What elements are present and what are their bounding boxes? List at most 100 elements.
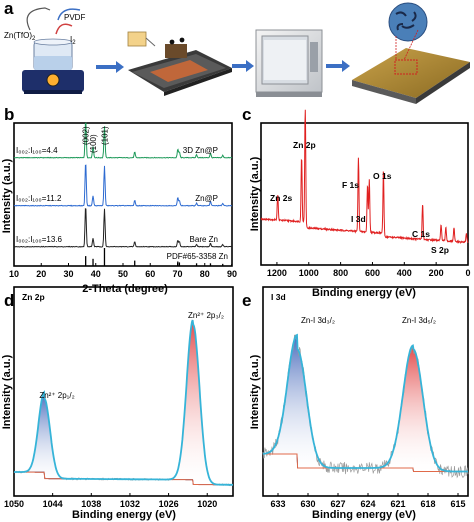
ratio-label: I₀₀₂:I₁₀₀=11.2: [16, 194, 62, 203]
series-label: Zn@P: [195, 194, 218, 203]
e-tick-label: 633: [270, 499, 285, 509]
b-tick-label: 60: [145, 269, 155, 279]
schematic: Zn(TfO)2 PVDF I2: [4, 2, 470, 104]
coated-zn-anode: [352, 2, 470, 104]
x-axis-label-b: 2-Theta (degree): [82, 283, 168, 295]
panel-label-b: b: [4, 105, 14, 124]
b-tick-label: 50: [118, 269, 128, 279]
drying-oven: [255, 29, 323, 97]
series-label: Bare Zn: [190, 235, 218, 244]
peak-annotation: O 1s: [373, 171, 392, 181]
peak-annotation: Zn 2p: [293, 140, 316, 150]
peak-component: [262, 334, 468, 472]
series-label: PDF#65-3358 Zn: [167, 252, 228, 261]
peak-label: Zn²⁺ 2p₁/₂: [39, 391, 74, 400]
panel-label-e: e: [242, 291, 251, 310]
peak-label: (101): [100, 126, 109, 145]
b-tick-label: 70: [172, 269, 182, 279]
fit-envelope: [262, 333, 468, 473]
panel-label-c: c: [242, 105, 251, 124]
annotations-c: Zn 2p Zn 2s F 1s O 1s I 3d C 1sS 2p: [270, 140, 449, 255]
ratio-label: I₀₀₂:I₁₀₀=13.6: [16, 235, 63, 244]
chart-c: 1200 1000 800 600 400 200 0 Zn 2p Zn 2s F 1s O 1s…: [249, 109, 471, 299]
y-axis-label-c: Intensity (a.u.): [249, 156, 261, 231]
x-axis-label-e: Binding energy (eV): [312, 509, 416, 521]
peak-annotation: I 3d: [351, 214, 366, 224]
peak-label: (100): [89, 134, 98, 153]
xrd-line-1: [13, 122, 233, 159]
d-tick-label: 1026: [159, 499, 179, 509]
chart-title-e: I 3d: [271, 292, 286, 302]
d-tick-label: 1044: [43, 499, 63, 509]
c-tick-label: 800: [333, 268, 348, 278]
c-tick-label: 600: [365, 268, 380, 278]
c-tick-label: 400: [397, 268, 412, 278]
y-axis-label-e: Intensity (a.u.): [249, 354, 261, 429]
pvdf-label: PVDF: [64, 13, 85, 22]
annotations-e: Zn-I 3d₃/₂ Zn-I 3d₅/₂: [301, 316, 436, 325]
e-tick-label: 630: [300, 499, 315, 509]
panel-label-a: a: [4, 0, 14, 18]
d-tick-label: 1038: [81, 499, 101, 509]
e-tick-label: 621: [390, 499, 405, 509]
d-tick-label: 1050: [4, 499, 24, 509]
plot-frame-c: [260, 122, 469, 266]
series-group-d: [13, 319, 234, 487]
d-tick-label: 1020: [197, 499, 217, 509]
series-group-b: [13, 122, 233, 266]
peak-annotation: F 1s: [342, 180, 359, 190]
x-ticks-c: 1200 1000 800 600 400 200 0: [267, 262, 471, 278]
process-arrow: [326, 60, 350, 72]
panel-label-d: d: [4, 291, 14, 310]
b-tick-label: 30: [63, 269, 73, 279]
annotations-b: I₀₀₂:I₁₀₀=4.4 3D Zn@P I₀₀₂:I₁₀₀=11.2 Zn@P I₀…: [16, 126, 228, 261]
peak-label: Zn-I 3d₃/₂: [301, 316, 335, 325]
annotations-d: Zn²⁺ 2p₁/₂ Zn²⁺ 2p₃/₂: [39, 311, 224, 400]
x-ticks-e: 633 630 627 624 621 618 615: [270, 493, 466, 509]
xrd-line-3: [13, 208, 233, 248]
peak-label: Zn-I 3d₅/₂: [402, 316, 436, 325]
e-tick-label: 618: [420, 499, 435, 509]
doctor-blade-coater: [127, 31, 232, 96]
zn-tfo-label: Zn(TfO)2: [4, 31, 36, 42]
e-tick-label: 627: [330, 499, 345, 509]
b-tick-label: 20: [36, 269, 46, 279]
b-tick-label: 10: [9, 269, 19, 279]
c-tick-label: 200: [429, 268, 444, 278]
stirrer-setup: [22, 7, 84, 94]
e-tick-label: 615: [450, 499, 465, 509]
plot-frame-d: [13, 286, 234, 497]
chart-d: Zn 2p 1050 1044 1038 1032 1026 1020 Zn²⁺ 2p₁/…: [1, 286, 234, 521]
process-arrow: [232, 60, 254, 72]
b-tick-label: 90: [227, 269, 237, 279]
series-label: 3D Zn@P: [183, 146, 218, 155]
x-axis-label-d: Binding energy (eV): [72, 509, 176, 521]
peak-label: Zn²⁺ 2p₃/₂: [188, 311, 224, 320]
c-tick-label: 0: [465, 268, 470, 278]
series-group-c: [260, 109, 469, 245]
chart-e: I 3d 633 630 627 624 621 618 615 Zn-I 3d₃/₂ Zn-…: [249, 286, 469, 521]
y-axis-label-d: Intensity (a.u.): [1, 354, 13, 429]
fit-envelope: [14, 319, 233, 486]
series-group-e: [262, 333, 469, 479]
y-axis-label-b: Intensity (a.u.): [1, 158, 13, 233]
plot-frame-e: [262, 286, 469, 497]
peak-annotation: Zn 2s: [270, 193, 292, 203]
x-axis-label-c: Binding energy (eV): [312, 287, 416, 299]
c-tick-label: 1000: [299, 268, 319, 278]
c-tick-label: 1200: [267, 268, 287, 278]
xrd-line-2: [13, 164, 233, 207]
ratio-label: I₀₀₂:I₁₀₀=4.4: [16, 146, 58, 155]
d-tick-label: 1032: [120, 499, 140, 509]
chart-title-d: Zn 2p: [22, 292, 45, 302]
iodine-label: I2: [70, 35, 76, 46]
b-tick-label: 80: [200, 269, 210, 279]
survey-spectrum: [260, 109, 469, 245]
b-tick-label: 40: [91, 269, 101, 279]
peak-annotation: C 1s: [412, 229, 430, 239]
x-ticks-d: 1050 1044 1038 1032 1026 1020: [4, 493, 217, 509]
e-tick-label: 624: [360, 499, 375, 509]
process-arrow: [96, 61, 124, 73]
chart-b: 10 20 30 40 50 60 70 80 90 I₀₀₂:I₁₀₀=4.4 3D Zn@PI…: [1, 122, 237, 295]
